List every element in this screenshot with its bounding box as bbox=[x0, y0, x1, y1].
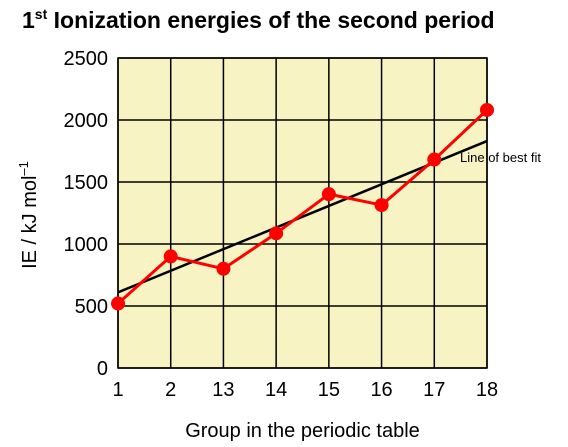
y-tick-label: 1000 bbox=[64, 234, 109, 256]
x-tick-label: 13 bbox=[212, 379, 234, 401]
y-tick-label: 1500 bbox=[64, 172, 109, 194]
y-tick-label: 2000 bbox=[64, 110, 109, 132]
data-point bbox=[427, 152, 442, 167]
data-point bbox=[374, 198, 389, 213]
x-tick-label: 18 bbox=[476, 379, 498, 401]
x-tick-labels: 1 2 13 14 15 16 17 18 bbox=[112, 379, 498, 401]
data-point bbox=[269, 226, 284, 241]
x-tick-label: 17 bbox=[423, 379, 445, 401]
data-point bbox=[321, 187, 336, 202]
y-axis-label-main: IE / kJ mol bbox=[19, 176, 41, 269]
data-point bbox=[216, 261, 231, 276]
x-axis-label: Group in the periodic table bbox=[185, 420, 420, 442]
series-line bbox=[117, 108, 489, 305]
data-points bbox=[111, 102, 494, 311]
title-rest: Ionization energies of the second period bbox=[47, 7, 494, 33]
data-point bbox=[111, 296, 125, 311]
title-main: 1 bbox=[22, 7, 35, 33]
x-tick-label: 2 bbox=[165, 379, 176, 401]
chart-title: 1st Ionization energies of the second pe… bbox=[22, 6, 495, 33]
title-superscript: st bbox=[35, 6, 48, 22]
x-tick-label: 16 bbox=[370, 379, 392, 401]
y-axis-label-superscript: –1 bbox=[16, 161, 31, 175]
data-point bbox=[480, 102, 494, 117]
data-point bbox=[163, 249, 178, 264]
x-tick-label: 14 bbox=[265, 379, 287, 401]
x-tick-label: 1 bbox=[112, 379, 123, 401]
y-tick-label: 0 bbox=[97, 358, 108, 380]
y-tick-label: 2500 bbox=[64, 48, 109, 70]
trend-line-label: Line of best fit bbox=[460, 150, 541, 165]
x-tick-label: 15 bbox=[318, 379, 340, 401]
y-tick-labels: 0 500 1000 1500 2000 2500 bbox=[64, 48, 109, 380]
y-axis-label: IE / kJ mol–1 bbox=[16, 161, 41, 269]
y-tick-label: 500 bbox=[75, 296, 108, 318]
